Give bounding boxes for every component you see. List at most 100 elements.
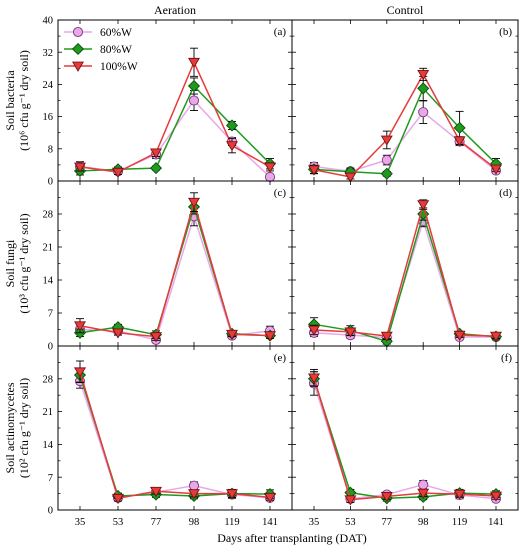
data-point [344,172,357,183]
series-line [313,72,497,178]
data-point [344,327,357,338]
y-tick-label: 14 [43,276,54,287]
panel-frame [57,19,293,182]
data-point [417,488,430,499]
series-line [79,380,271,499]
panel-c: 0 7 14 21 28 (c) [43,181,292,353]
data-point [380,331,393,342]
series-line [79,60,271,173]
series-60pctw [74,373,276,503]
series-80pctw [307,75,503,180]
column-titles: Aeration Control [154,3,424,17]
series-100pctw [308,199,502,342]
series-line [79,99,271,178]
y-label-group: Soil fungi (10³ cfu g⁻¹ dry soil) [3,213,31,313]
y-tick-label: 8 [48,144,53,155]
data-point [112,493,124,505]
data-point [453,489,466,500]
series-100pctw [74,192,276,343]
x-tick-label: 119 [452,517,467,528]
y-label-line1: Soil actinomycetes [3,382,17,473]
panel-frame [57,345,293,511]
data-point [381,155,392,166]
series-line [313,378,497,500]
panel-tag: (c) [274,187,287,199]
data-point [417,200,430,211]
data-point [490,491,502,502]
series-100pctw [74,47,276,178]
data-point [380,135,393,146]
data-point [264,162,276,173]
panel-b: (b) [292,19,518,183]
series-80pctw [73,367,277,502]
series-line [79,84,271,172]
panels-layer: 0 8 16 24 32 40 (a) (b) 0 7 14 21 28 (c) (d) 0 7 14 21 28 (e… [43,16,518,517]
data-point [188,480,200,491]
y-tick-label: 28 [43,210,54,221]
data-point [188,489,200,500]
x-tick-label: 35 [75,517,86,528]
y-label-line2: (10⁶ cfu g⁻¹ dry soil) [17,50,31,151]
y-tick-label: 16 [43,112,54,123]
data-point [226,329,238,341]
data-point [308,373,320,384]
panel-tag: (e) [274,352,287,364]
series-line [79,374,271,497]
data-point [264,492,276,504]
data-point [308,325,320,336]
data-point [490,164,502,175]
data-point [149,162,163,175]
data-point [150,332,162,343]
data-point [226,141,238,152]
x-tick-label: 98 [418,517,429,528]
panel-f: (f) [292,346,518,511]
x-tick-label: 53 [345,517,356,528]
data-point [308,165,320,176]
series-line [313,377,497,501]
y-tick-label: 0 [48,177,53,188]
panel-frame [291,19,519,182]
series-60pctw [308,100,502,177]
legend-marker [72,26,84,38]
legend-marker [72,61,84,72]
data-point [74,367,86,378]
legend-label: 100%W [100,61,138,73]
data-point [344,495,357,506]
data-point [453,136,466,147]
x-tick-labels: 35 53 77 98 119 141 35 53 77 98 119 141 [75,517,504,528]
data-point [188,95,200,106]
data-point [188,197,200,209]
y-tick-label: 21 [43,243,54,254]
data-point [188,57,200,69]
y-tick-label: 32 [43,48,54,59]
data-point [417,69,430,81]
series-line [313,383,497,500]
y-label-line2: (10² cfu g⁻¹ dry soil) [17,378,31,478]
x-axis-label: Days after transplanting (DAT) [217,531,367,545]
series-60pctw [308,371,502,504]
x-tick-label: 141 [262,517,278,528]
series-60pctw [74,206,276,345]
data-point [264,171,276,183]
legend-entry: 100%W [64,61,138,73]
series-line [313,211,497,343]
series-100pctw [308,368,502,506]
data-point [453,330,466,341]
series-line [313,111,497,173]
x-tick-label: 119 [224,517,239,528]
data-point [418,107,429,118]
data-point [74,321,86,332]
y-axis-labels: Soil bacteria (10⁶ cfu g⁻¹ dry soil)Soil … [3,50,31,478]
y-tick-label: 24 [43,80,54,91]
data-point [150,486,162,498]
panel-frame [57,180,293,347]
y-tick-label: 7 [48,309,53,320]
x-tick-label: 53 [113,517,124,528]
panel-frame [291,345,519,511]
legend-entry: 60%W [64,26,132,39]
panel-tag: (d) [499,187,512,199]
series-line [313,201,497,337]
data-point [112,167,124,178]
data-point [112,328,124,339]
